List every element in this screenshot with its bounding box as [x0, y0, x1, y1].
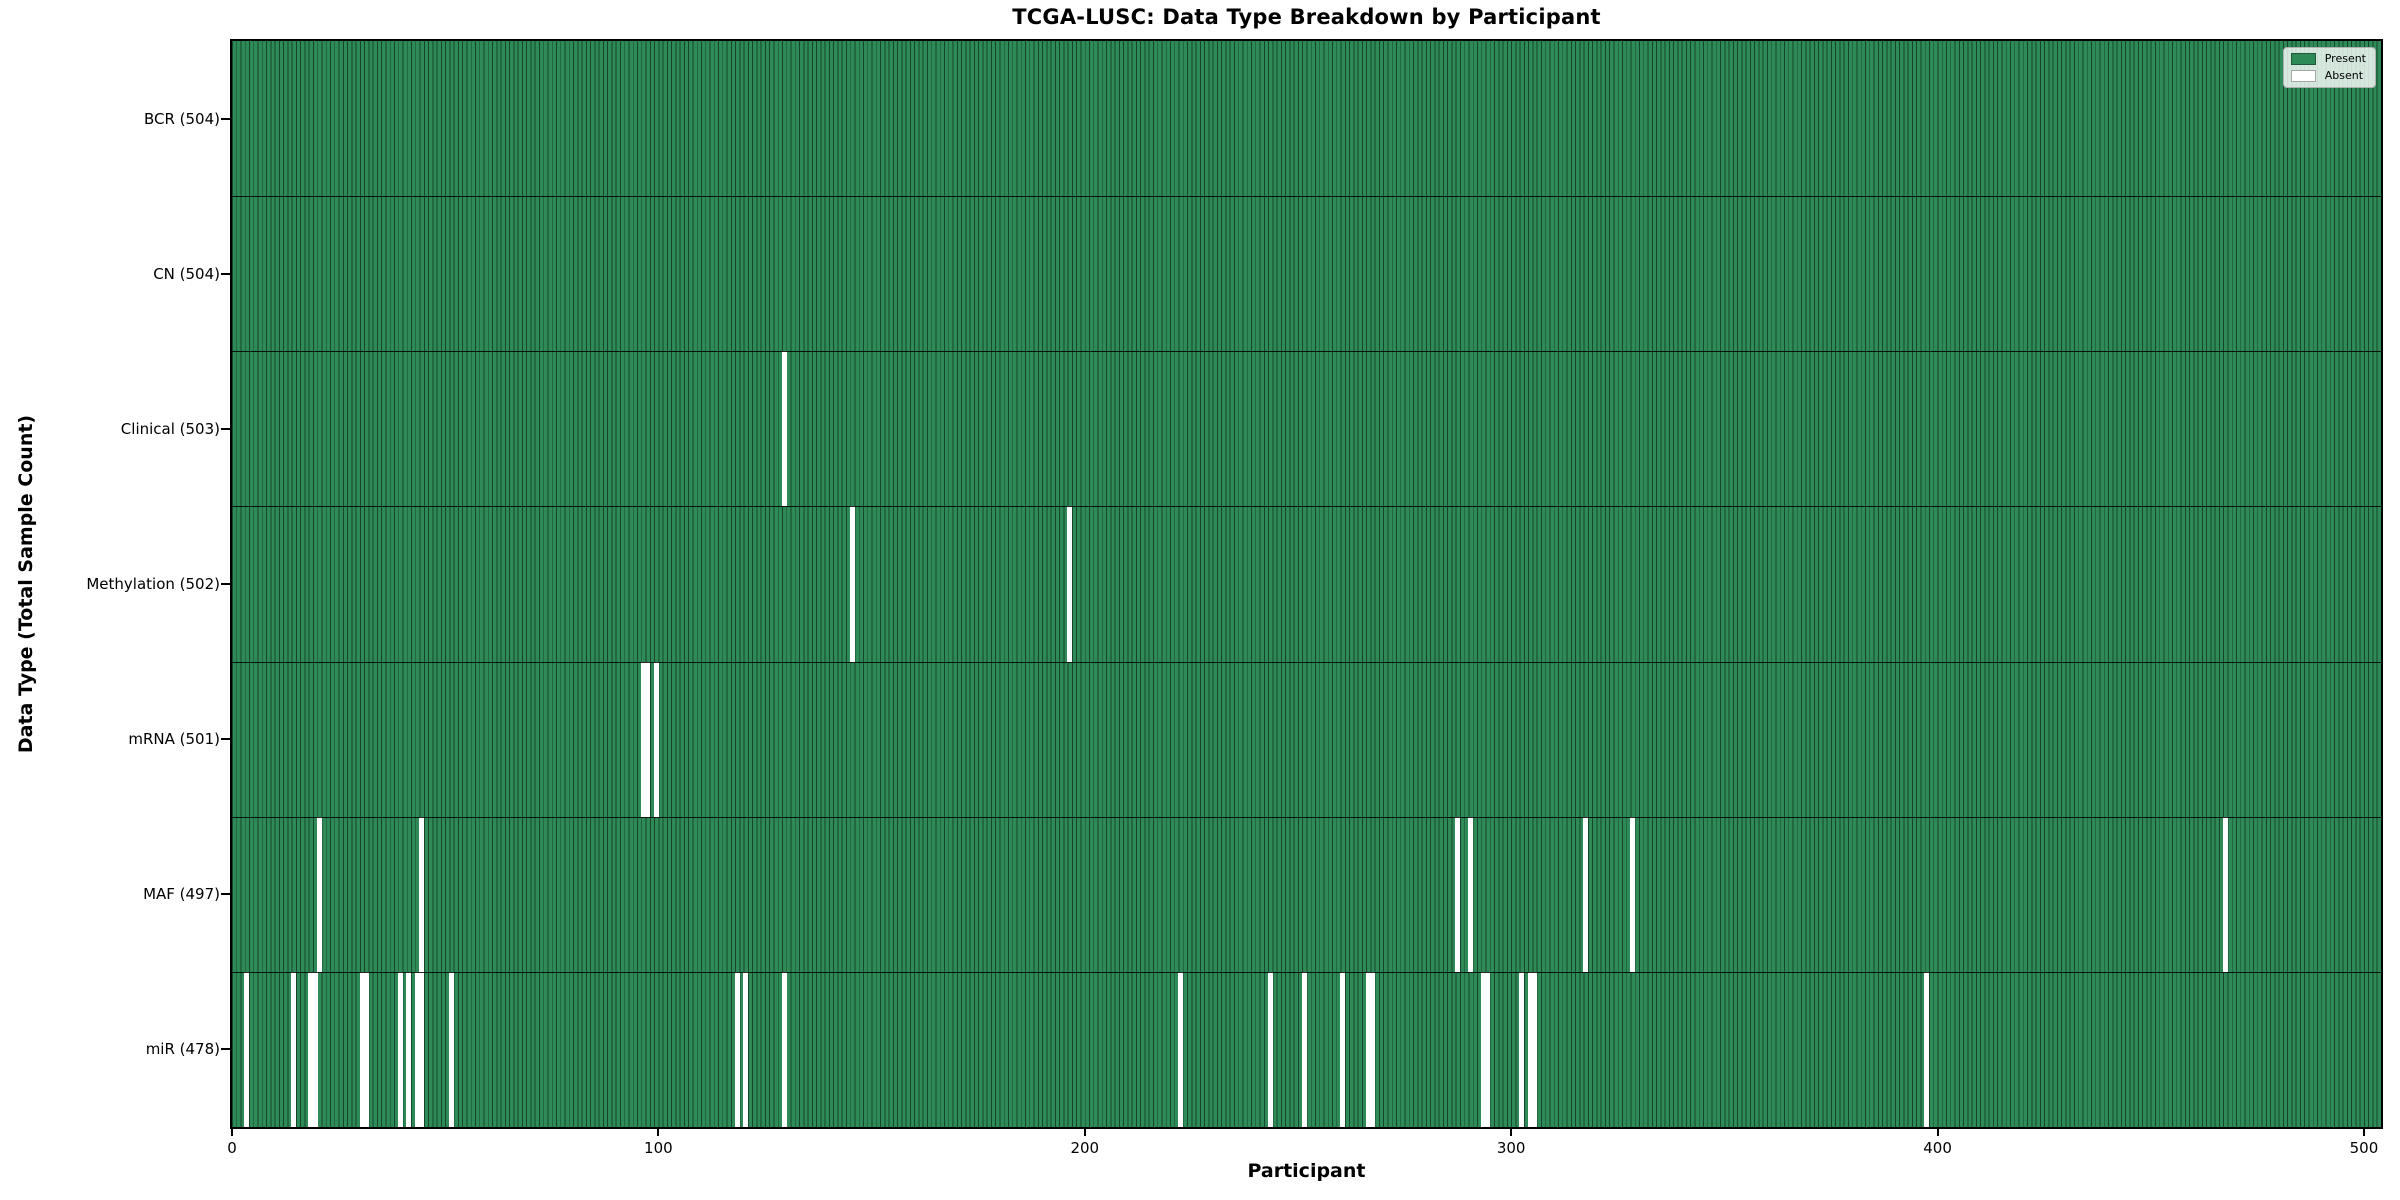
x-tick-label-400: 400 — [1923, 1139, 1952, 1157]
absent-gap — [1365, 971, 1371, 1127]
absent-gap — [359, 971, 365, 1127]
absent-gap — [419, 971, 425, 1127]
absent-gap — [1527, 971, 1533, 1127]
x-tick-label-200: 200 — [1070, 1139, 1100, 1157]
chart-title: TCGA-LUSC: Data Type Breakdown by Partic… — [1012, 5, 1601, 29]
absent-gap — [414, 971, 420, 1127]
absent-gap — [1532, 971, 1538, 1127]
row-mir — [232, 971, 2381, 1127]
absent-gap — [308, 971, 314, 1127]
row-clinical — [232, 351, 2381, 507]
absent-gap — [291, 971, 297, 1127]
absent-gap — [1630, 816, 1636, 972]
absent-gap — [363, 971, 369, 1127]
absent-gap — [1067, 506, 1073, 662]
legend-swatch-present — [2290, 53, 2316, 65]
x-tick-mark — [1510, 1127, 1513, 1136]
row-maf — [232, 816, 2381, 972]
absent-gap — [1455, 816, 1461, 972]
absent-gap — [1583, 816, 1589, 972]
absent-gap — [781, 351, 787, 507]
absent-gap — [1485, 971, 1491, 1127]
absent-gap — [645, 661, 651, 817]
x-tick-label-500: 500 — [2349, 1139, 2379, 1157]
y-tick-mark — [221, 272, 230, 275]
absent-gap — [1267, 971, 1273, 1127]
y-tick-label-maf: MAF (497) — [143, 885, 220, 904]
legend-swatch-absent — [2290, 70, 2316, 82]
row-separator — [232, 506, 2381, 508]
y-tick-mark — [221, 1048, 230, 1051]
row-bcr — [232, 41, 2381, 197]
y-tick-label-mir: miR (478) — [145, 1040, 220, 1059]
absent-gap — [244, 971, 250, 1127]
absent-gap — [397, 971, 403, 1127]
absent-gap — [640, 661, 646, 817]
absent-gap — [1480, 971, 1486, 1127]
absent-gap — [1924, 971, 1930, 1127]
absent-gap — [849, 506, 855, 662]
row-separator — [232, 351, 2381, 353]
x-tick-mark — [657, 1127, 660, 1136]
legend-item-absent: Absent — [2290, 69, 2366, 82]
absent-gap — [419, 816, 425, 972]
row-separator — [232, 816, 2381, 818]
absent-gap — [1468, 816, 1474, 972]
x-tick-label-0: 0 — [227, 1139, 237, 1157]
row-mrna — [232, 661, 2381, 817]
absent-gap — [734, 971, 740, 1127]
y-tick-mark — [221, 117, 230, 120]
absent-gap — [2222, 816, 2228, 972]
plot-area: Present Absent — [230, 39, 2383, 1129]
y-tick-mark — [221, 738, 230, 741]
x-tick-mark — [1936, 1127, 1939, 1136]
row-separator — [232, 196, 2381, 198]
absent-gap — [1370, 971, 1376, 1127]
legend-label-present: Present — [2324, 52, 2366, 65]
absent-gap — [1340, 971, 1346, 1127]
absent-gap — [1178, 971, 1184, 1127]
absent-gap — [449, 971, 455, 1127]
absent-gap — [1301, 971, 1307, 1127]
row-separator — [232, 971, 2381, 973]
absent-gap — [406, 971, 412, 1127]
absent-gap — [653, 661, 659, 817]
y-tick-label-methylation: Methylation (502) — [86, 575, 220, 593]
x-axis-label: Participant — [1247, 1160, 1366, 1182]
row-cn — [232, 196, 2381, 352]
legend: Present Absent — [2282, 47, 2376, 88]
y-tick-label-cn: CN (504) — [153, 264, 220, 283]
x-tick-label-300: 300 — [1496, 1139, 1526, 1157]
absent-gap — [1519, 971, 1525, 1127]
y-tick-label-clinical: Clinical (503) — [120, 419, 220, 438]
absent-gap — [743, 971, 749, 1127]
absent-gap — [312, 971, 318, 1127]
row-methylation — [232, 506, 2381, 662]
y-tick-label-bcr: BCR (504) — [143, 109, 220, 128]
x-tick-mark — [2362, 1127, 2365, 1136]
absent-gap — [316, 816, 322, 972]
absent-gap — [781, 971, 787, 1127]
x-tick-mark — [231, 1127, 233, 1136]
y-tick-mark — [221, 583, 230, 585]
x-tick-label-100: 100 — [644, 1139, 673, 1157]
row-separator — [232, 661, 2381, 663]
x-tick-mark — [1083, 1127, 1086, 1136]
y-tick-mark — [221, 893, 230, 896]
legend-label-absent: Absent — [2324, 69, 2364, 82]
y-tick-mark — [221, 427, 230, 430]
legend-item-present: Present — [2290, 52, 2366, 65]
y-tick-label-mrna: mRNA (501) — [128, 730, 220, 749]
